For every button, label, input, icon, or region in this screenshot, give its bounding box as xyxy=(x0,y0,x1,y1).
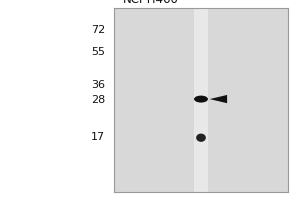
Bar xyxy=(194,8,208,192)
Ellipse shape xyxy=(194,96,208,103)
Text: 17: 17 xyxy=(91,132,105,142)
Text: 55: 55 xyxy=(91,47,105,57)
Text: 28: 28 xyxy=(91,95,105,105)
Text: 72: 72 xyxy=(91,25,105,35)
Text: NCI-H460: NCI-H460 xyxy=(123,0,179,6)
Polygon shape xyxy=(210,95,227,103)
Ellipse shape xyxy=(196,134,206,142)
Text: 36: 36 xyxy=(91,80,105,90)
